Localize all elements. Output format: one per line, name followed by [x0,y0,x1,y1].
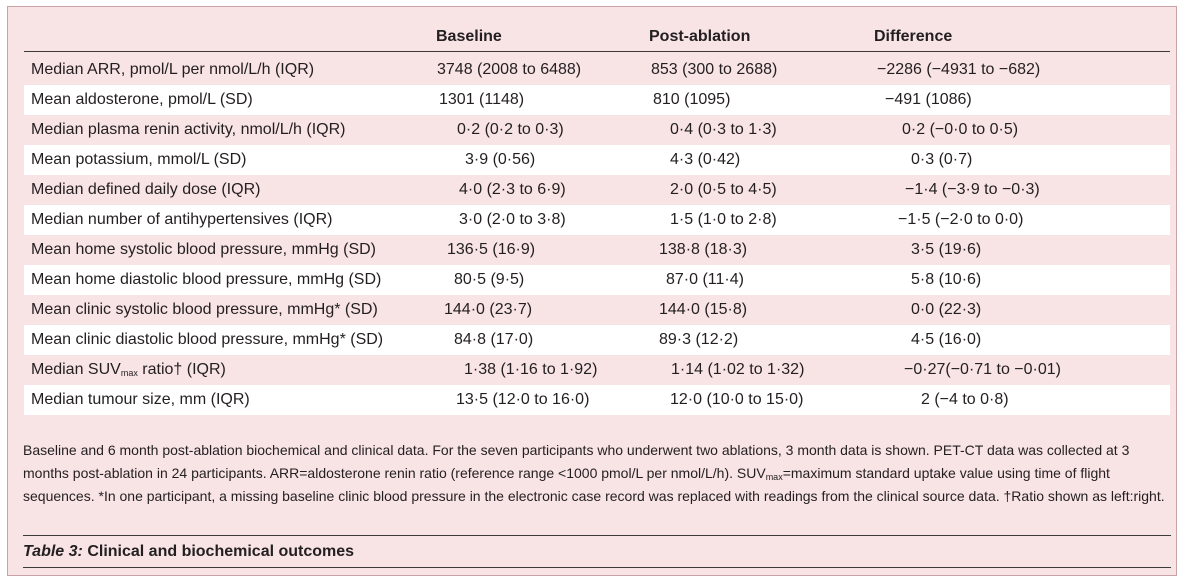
cell-post: 144·0 (15·8) [659,301,748,318]
cell-baseline: 1·38 (1·16 to 1·92) [464,361,598,378]
cell-baseline: 144·0 (23·7) [444,301,533,318]
table-row: Mean clinic systolic blood pressure, mmH… [24,295,1170,325]
row-label: Median plasma renin activity, nmol/L/h (… [31,121,346,138]
caption-bottom-rule [23,567,1171,568]
row-label: Mean aldosterone, pmol/L (SD) [31,91,253,108]
cell-difference: 5·8 (10·6) [911,271,982,288]
cell-difference: −1·4 (−3·9 to −0·3) [905,181,1040,198]
table-row: Median ARR, pmol/L per nmol/L/h (IQR) 37… [24,55,1170,85]
cell-difference: −2286 (−4931 to −682) [877,61,1041,78]
cell-difference: 4·5 (16·0) [911,331,982,348]
cell-difference: 0·2 (−0·0 to 0·5) [902,121,1019,138]
cell-post: 2·0 (0·5 to 4·5) [670,181,777,198]
caption-top-rule [23,535,1171,536]
table-row: Median tumour size, mm (IQR) 13·5 (12·0 … [24,385,1170,415]
row-label: Mean home diastolic blood pressure, mmHg… [31,271,382,288]
cell-post: 4·3 (0·42) [670,151,741,168]
cell-baseline: 3748 (2008 to 6488) [437,61,582,78]
header-rule [24,51,1170,52]
cell-baseline: 80·5 (9·5) [454,271,525,288]
table-row: Median number of antihypertensives (IQR)… [24,205,1170,235]
row-label: Median number of antihypertensives (IQR) [31,211,333,228]
suv-label-suffix: ratio† (IQR) [137,361,226,378]
caption-title: Clinical and biochemical outcomes [82,543,355,560]
cell-baseline: 84·8 (17·0) [454,331,534,348]
header-post-ablation: Post-ablation [649,28,751,45]
suv-label-prefix: Median SUV [31,361,121,378]
row-label: Median SUVmax ratio† (IQR) [31,355,226,385]
table-row: Mean home diastolic blood pressure, mmHg… [24,265,1170,295]
table-row: Median defined daily dose (IQR) 4·0 (2·3… [24,175,1170,205]
table-row: Mean clinic diastolic blood pressure, mm… [24,325,1170,355]
cell-difference: 0·0 (22·3) [911,301,982,318]
cell-post: 0·4 (0·3 to 1·3) [670,121,777,138]
cell-baseline: 0·2 (0·2 to 0·3) [457,121,564,138]
row-label: Median tumour size, mm (IQR) [31,391,250,408]
cell-difference: −491 (1086) [885,91,972,108]
cell-post: 138·8 (18·3) [659,241,748,258]
suv-label-subscript: max [120,368,138,378]
row-label: Mean home systolic blood pressure, mmHg … [31,241,377,258]
footnote-part-1: Baseline and 6 month post-ablation bioch… [23,442,1130,481]
cell-baseline: 136·5 (16·9) [447,241,536,258]
cell-difference: −1·5 (−2·0 to 0·0) [898,211,1024,228]
table-row: Mean home systolic blood pressure, mmHg … [24,235,1170,265]
table-footnote: Baseline and 6 month post-ablation bioch… [23,439,1173,508]
row-label: Mean clinic diastolic blood pressure, mm… [31,331,384,348]
table-row: Mean potassium, mmol/L (SD) 3·9 (0·56) 4… [24,145,1170,175]
table-row: Median plasma renin activity, nmol/L/h (… [24,115,1170,145]
cell-difference: 3·5 (19·6) [911,241,982,258]
cell-post: 1·14 (1·02 to 1·32) [671,361,805,378]
row-label: Median defined daily dose (IQR) [31,181,261,198]
row-label: Mean clinic systolic blood pressure, mmH… [31,301,378,318]
row-label: Mean potassium, mmol/L (SD) [31,151,247,168]
table-row: Median SUVmax ratio† (IQR) 1·38 (1·16 to… [24,355,1170,385]
cell-post: 89·3 (12·2) [659,331,739,348]
header-difference: Difference [874,28,953,45]
cell-post: 12·0 (10·0 to 15·0) [670,391,804,408]
footnote-subscript: max [765,472,783,482]
cell-post: 853 (300 to 2688) [651,61,778,78]
cell-post: 87·0 (11·4) [666,271,744,288]
cell-post: 1·5 (1·0 to 2·8) [670,211,777,228]
table-caption: Table 3: Clinical and biochemical outcom… [23,543,354,561]
cell-baseline: 13·5 (12·0 to 16·0) [456,391,590,408]
caption-label: Table 3: [23,543,83,560]
cell-difference: 0·3 (0·7) [911,151,973,168]
cell-post: 810 (1095) [653,91,731,108]
row-label: Median ARR, pmol/L per nmol/L/h (IQR) [31,61,315,78]
cell-baseline: 3·9 (0·56) [465,151,536,168]
cell-baseline: 3·0 (2·0 to 3·8) [459,211,566,228]
table-panel: Baseline Post-ablation Difference Median… [7,6,1177,576]
cell-baseline: 4·0 (2·3 to 6·9) [459,181,566,198]
cell-difference: 2 (−4 to 0·8) [921,391,1009,408]
cell-difference: −0·27(−0·71 to −0·01) [904,361,1061,378]
table-row: Mean aldosterone, pmol/L (SD) 1301 (1148… [24,85,1170,115]
footnote-part-2: =maximum standard uptake value using tim… [23,465,1165,504]
cell-baseline: 1301 (1148) [439,91,525,108]
header-baseline: Baseline [436,28,502,45]
